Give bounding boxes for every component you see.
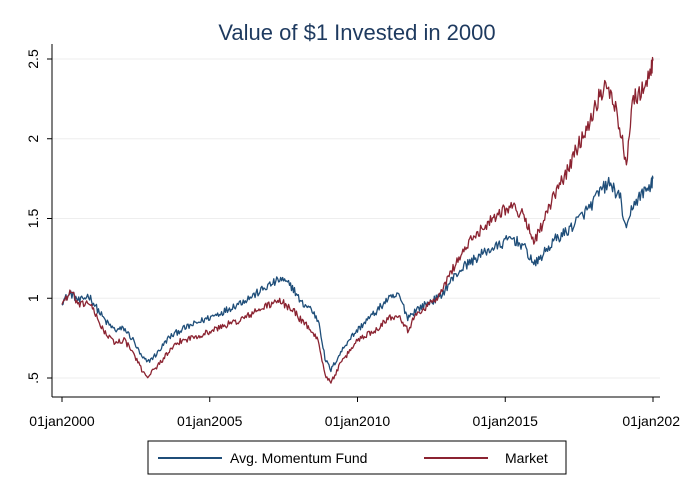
y-tick-label: .5 [25, 372, 41, 384]
grid [52, 58, 660, 379]
y-tick-label: 2.5 [25, 49, 41, 69]
legend-label-market: Market [505, 450, 548, 466]
x-tick-label: 01jan2015 [473, 413, 539, 429]
x-tick-label: 01jan2010 [325, 413, 391, 429]
axes [51, 44, 660, 398]
legend: Avg. Momentum Fund Market [147, 440, 567, 475]
legend-label-momentum: Avg. Momentum Fund [230, 450, 367, 466]
y-tick-label: 1.5 [25, 209, 41, 229]
y-axis-ticks: .5 1 1.5 2 2.5 [25, 49, 52, 384]
series-line-market [61, 56, 654, 384]
x-tick-label: 01jan2005 [177, 413, 243, 429]
x-tick-label: 01jan2000 [29, 413, 95, 429]
x-tick-label: 01jan202 [622, 413, 680, 429]
series-lines [61, 56, 654, 384]
y-tick-label: 2 [25, 135, 41, 143]
y-tick-label: 1 [25, 294, 41, 302]
series-line-momentum [61, 175, 654, 373]
x-axis-ticks: 01jan2000 01jan2005 01jan2010 01jan2015 01ja… [29, 397, 680, 429]
chart-title: Value of $1 Invested in 2000 [218, 20, 495, 45]
